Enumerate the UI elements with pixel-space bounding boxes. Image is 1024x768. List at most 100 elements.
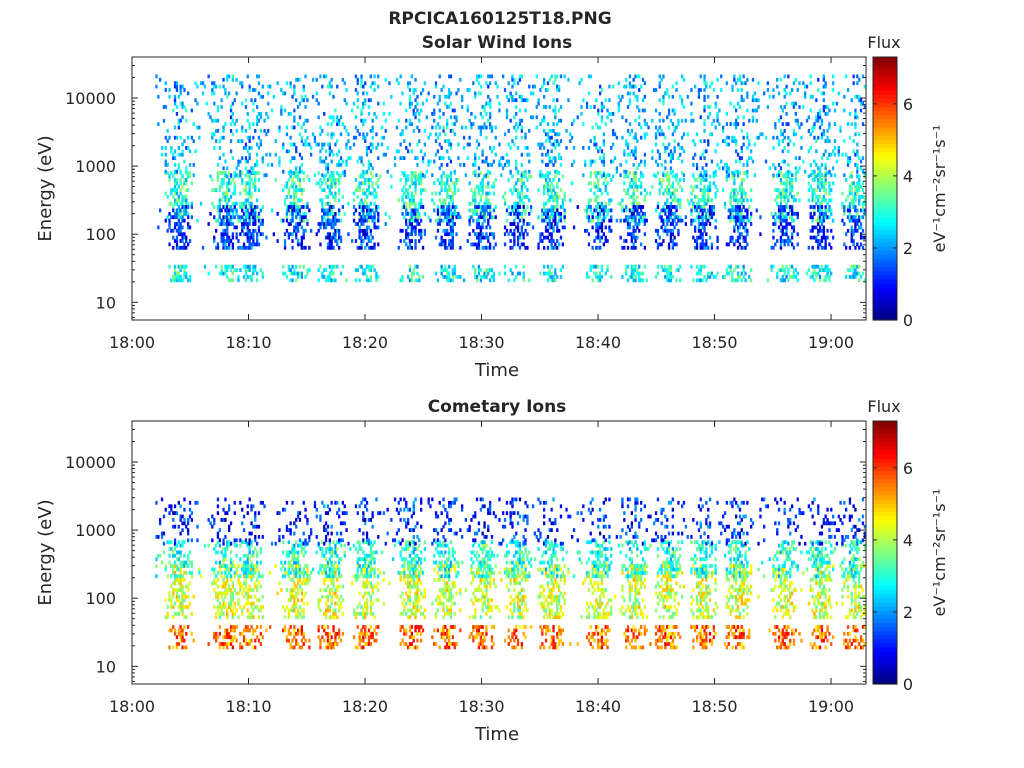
heatmap-cell (339, 163, 343, 167)
heatmap-cell (528, 278, 531, 283)
heatmap-cell (666, 232, 669, 237)
heatmap-cell (367, 239, 371, 243)
heatmap-cell (830, 212, 833, 216)
heatmap-cell (295, 146, 298, 150)
heatmap-cell (173, 81, 177, 86)
heatmap-cell (843, 173, 846, 178)
heatmap-cell (446, 122, 449, 126)
heatmap-cell (535, 115, 538, 120)
heatmap-cell (321, 208, 324, 213)
heatmap-cell (483, 275, 486, 279)
heatmap-cell (626, 245, 630, 250)
heatmap-cell (373, 208, 376, 213)
heatmap-cell (459, 163, 462, 167)
heatmap-cell (703, 178, 706, 182)
heatmap-cell (177, 225, 180, 230)
heatmap-cell (826, 171, 829, 175)
heatmap-cell (183, 212, 186, 216)
heatmap-cell (690, 101, 693, 106)
heatmap-cell (213, 188, 216, 192)
heatmap-cell (468, 118, 471, 123)
heatmap-cell (591, 215, 594, 220)
heatmap-cell (377, 275, 380, 279)
heatmap-cell (222, 152, 225, 157)
heatmap-cell (630, 208, 633, 213)
heatmap-cell (489, 242, 492, 247)
heatmap-cell (830, 173, 833, 178)
heatmap-cell (511, 208, 514, 213)
heatmap-cell (181, 215, 184, 220)
heatmap-cell (185, 188, 188, 192)
heatmap-cell (837, 152, 840, 157)
heatmap-cell (699, 232, 702, 237)
heatmap-cell (632, 178, 635, 182)
heatmap-cell (408, 118, 412, 123)
heatmap-cell (505, 152, 509, 157)
heatmap-cell (474, 169, 477, 174)
heatmap-cell (619, 218, 622, 223)
heatmap-cell (489, 232, 492, 237)
heatmap-cell (220, 232, 223, 237)
heatmap-cell (546, 215, 550, 220)
heatmap-cell (401, 91, 404, 96)
heatmap-cell (559, 188, 563, 192)
heatmap-cell (365, 242, 369, 247)
heatmap-cell (177, 215, 180, 220)
heatmap-cell (479, 112, 482, 116)
heatmap-cell (295, 169, 298, 174)
heatmap-cell (203, 84, 207, 89)
heatmap-cell (319, 74, 322, 79)
heatmap-cell (187, 215, 190, 220)
heatmap-cell (321, 142, 324, 147)
heatmap-cell (364, 198, 367, 203)
heatmap-cell (207, 271, 210, 276)
heatmap-cell (449, 142, 453, 147)
heatmap-cell (358, 205, 361, 209)
heatmap-cell (211, 81, 214, 86)
heatmap-cell (317, 115, 320, 120)
heatmap-cell (330, 77, 333, 82)
heatmap-cell (339, 115, 343, 120)
heatmap-cell (703, 191, 706, 196)
heatmap-cell (822, 195, 825, 199)
heatmap-cell (733, 198, 736, 203)
heatmap-cell (634, 208, 637, 213)
heatmap-cell (257, 81, 261, 86)
heatmap-cell (231, 271, 234, 276)
heatmap-cell (298, 218, 302, 223)
heatmap-cell (261, 275, 264, 279)
heatmap-cell (623, 181, 626, 186)
heatmap-cell (809, 275, 812, 279)
heatmap-cell (662, 94, 665, 99)
heatmap-cell (254, 181, 257, 186)
heatmap-cell (475, 242, 479, 247)
heatmap-cell (248, 235, 251, 240)
heatmap-cell (701, 166, 704, 171)
heatmap-cell (599, 201, 602, 206)
heatmap-cell (602, 156, 605, 160)
heatmap-cell (233, 174, 236, 179)
heatmap-cell (511, 205, 514, 209)
heatmap-cell (660, 77, 663, 82)
heatmap-cell (736, 235, 740, 240)
heatmap-cell (708, 184, 712, 189)
heatmap-cell (811, 264, 814, 269)
heatmap-cell (779, 201, 783, 206)
heatmap-cell (733, 242, 736, 247)
heatmap-cell (233, 215, 236, 220)
heatmap-cell (487, 222, 490, 226)
heatmap-cell (173, 239, 177, 243)
heatmap-cell (733, 218, 736, 223)
heatmap-cell (602, 208, 605, 213)
heatmap-cell (597, 205, 600, 209)
heatmap-cell (295, 205, 298, 209)
heatmap-cell (248, 169, 251, 174)
heatmap-cell (250, 205, 253, 209)
heatmap-cell (518, 218, 522, 223)
heatmap-cell (826, 135, 829, 140)
heatmap-cell (332, 215, 335, 220)
heatmap-cell (418, 112, 421, 116)
heatmap-cell (634, 171, 637, 175)
panel-title: Solar Wind Ions (422, 33, 573, 53)
heatmap-cell (753, 142, 756, 147)
